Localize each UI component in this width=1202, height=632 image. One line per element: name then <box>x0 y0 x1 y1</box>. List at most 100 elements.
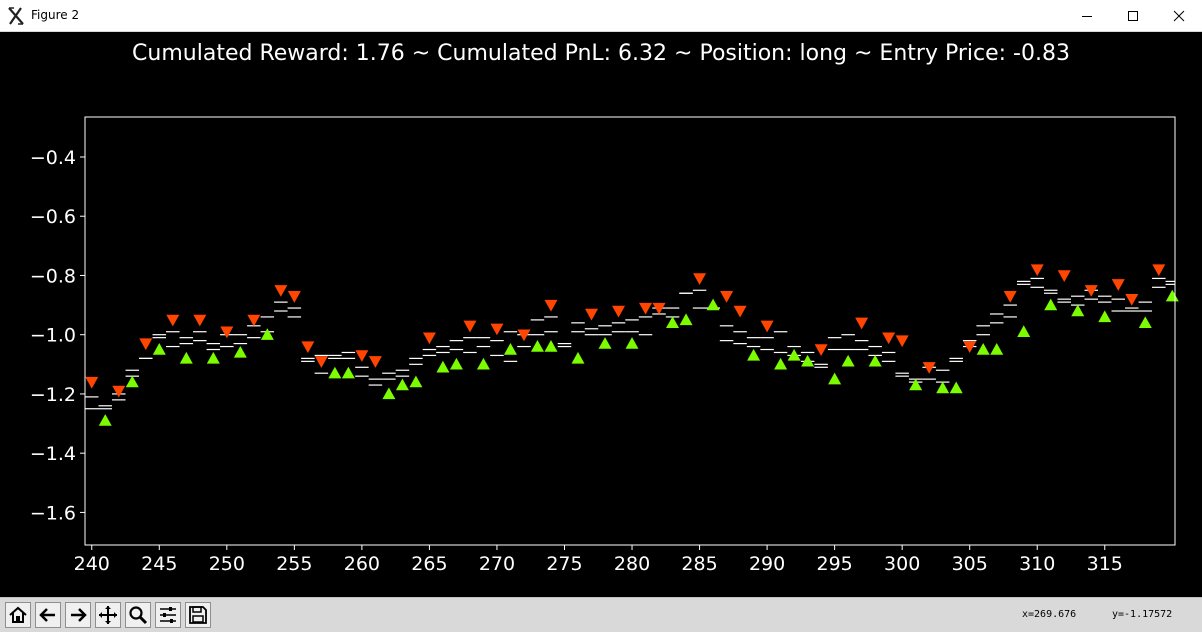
home-icon <box>9 606 27 623</box>
buy-marker <box>206 351 220 364</box>
sell-marker <box>1125 293 1139 306</box>
axes-frame <box>84 116 1176 546</box>
window-titlebar[interactable]: Figure 2 <box>0 0 1202 32</box>
sell-marker <box>922 362 936 374</box>
sell-marker <box>85 376 99 389</box>
buy-marker <box>625 337 639 349</box>
y-tick-label: −0.8 <box>30 265 76 287</box>
buy-marker <box>949 381 963 394</box>
buy-marker <box>747 348 761 361</box>
sell-marker <box>963 341 977 354</box>
sell-marker <box>1003 290 1017 303</box>
x-tick-label: 300 <box>884 553 920 575</box>
buy-marker <box>476 357 490 370</box>
buy-marker <box>382 387 396 400</box>
x-tick-label: 240 <box>74 553 110 575</box>
buy-marker <box>395 378 409 391</box>
sell-marker <box>720 290 734 303</box>
x-tick-label: 255 <box>276 553 312 575</box>
buy-marker <box>706 298 720 311</box>
y-tick-label: −1.0 <box>30 325 76 347</box>
cursor-y-readout: y=-1.17572 <box>1112 609 1173 620</box>
sell-marker <box>274 285 288 297</box>
buy-marker <box>1165 289 1179 302</box>
forward-icon <box>71 608 87 622</box>
back-button[interactable] <box>35 602 61 628</box>
close-button[interactable] <box>1156 0 1202 31</box>
sell-marker <box>585 308 599 321</box>
save-button[interactable] <box>185 602 211 628</box>
buy-markers <box>98 289 1179 426</box>
buy-marker <box>328 366 342 379</box>
minimize-button[interactable] <box>1064 0 1110 31</box>
sell-marker <box>1030 264 1044 277</box>
buy-marker <box>828 372 842 385</box>
sell-marker <box>760 320 774 333</box>
sell-marker <box>612 305 626 318</box>
sell-marker <box>882 332 896 345</box>
x-tick-label: 290 <box>749 553 785 575</box>
buy-marker <box>179 351 193 364</box>
sell-markers <box>85 264 1166 398</box>
sell-marker <box>1084 285 1098 297</box>
configure-subplots-icon <box>160 607 176 623</box>
forward-button[interactable] <box>65 602 91 628</box>
x-tick-label: 250 <box>209 553 245 575</box>
cursor-x-readout: x=269.676 <box>1022 609 1077 620</box>
buy-marker <box>666 316 680 329</box>
sell-marker <box>517 329 531 342</box>
sell-marker <box>422 332 436 345</box>
sell-marker <box>112 385 126 398</box>
sell-marker <box>544 299 558 312</box>
buy-marker <box>152 343 166 355</box>
buy-marker <box>544 340 558 352</box>
buy-marker <box>990 343 1004 355</box>
window-title: Figure 2 <box>31 8 80 22</box>
save-icon <box>189 606 207 624</box>
x-tick-label: 305 <box>952 553 988 575</box>
chart-title: Cumulated Reward: 1.76 ~ Cumulated PnL: … <box>132 41 1070 66</box>
x-tick-label: 295 <box>816 553 852 575</box>
x-tick-label: 310 <box>1019 553 1055 575</box>
navigation-toolbar: x=269.676 y=-1.17572 <box>0 597 1202 632</box>
buy-marker <box>774 357 788 370</box>
sell-marker <box>733 305 747 318</box>
x-tick-label: 245 <box>141 553 177 575</box>
y-tick-label: −0.4 <box>30 147 76 169</box>
buy-marker <box>233 345 247 358</box>
x-tick-label: 275 <box>546 553 582 575</box>
sell-marker <box>355 350 369 362</box>
x-tick-label: 260 <box>344 553 380 575</box>
sell-marker <box>490 323 504 336</box>
sell-marker <box>166 314 180 327</box>
sell-marker <box>247 314 261 327</box>
pan-button[interactable] <box>95 602 121 628</box>
sell-marker <box>1057 270 1071 282</box>
maximize-button[interactable] <box>1110 0 1156 31</box>
buy-marker <box>1098 310 1112 323</box>
figure-canvas[interactable]: Cumulated Reward: 1.76 ~ Cumulated PnL: … <box>0 32 1202 597</box>
sell-marker <box>1111 279 1125 291</box>
buy-marker <box>436 360 450 373</box>
y-tick-label: −1.6 <box>30 502 76 524</box>
buy-marker <box>409 375 423 388</box>
buy-marker <box>571 351 585 364</box>
sell-marker <box>368 356 382 368</box>
buy-marker <box>787 348 801 361</box>
buy-marker <box>801 354 815 367</box>
sell-marker <box>301 341 315 354</box>
y-tick-label: −1.4 <box>30 443 76 465</box>
x-tick-label: 280 <box>614 553 650 575</box>
x-tick-label: 285 <box>681 553 717 575</box>
sell-marker <box>463 320 477 333</box>
sell-marker <box>193 314 207 327</box>
sell-marker <box>314 356 328 368</box>
zoom-button[interactable] <box>125 602 151 628</box>
buy-marker <box>909 378 923 391</box>
y-tick-label: −1.2 <box>30 384 76 406</box>
home-button[interactable] <box>5 602 31 628</box>
configure-subplots-button[interactable] <box>155 602 181 628</box>
buy-marker <box>598 337 612 349</box>
buy-marker <box>841 354 855 367</box>
buy-marker <box>868 354 882 367</box>
